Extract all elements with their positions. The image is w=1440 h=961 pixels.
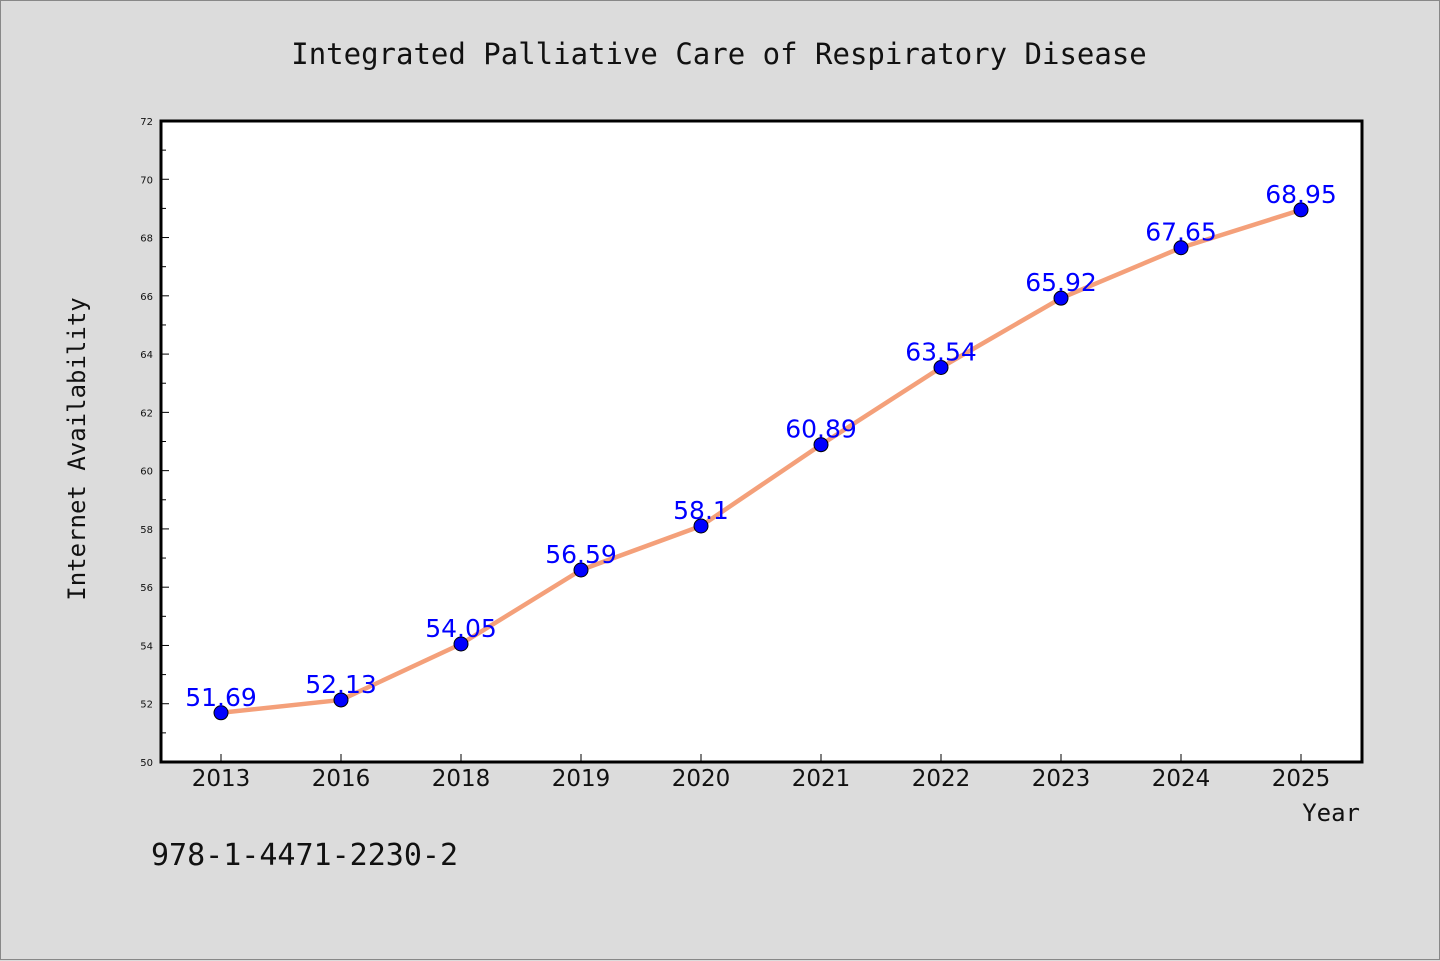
x-tick-label: 2020 [672, 766, 731, 792]
y-tick-label: 68 [140, 234, 153, 245]
x-tick-label: 2022 [912, 766, 971, 792]
y-tick-label: 52 [140, 700, 153, 711]
data-point [573, 562, 589, 578]
data-point [933, 359, 949, 375]
series-line [218, 207, 1304, 716]
y-tick-label: 66 [140, 292, 153, 303]
y-tick-label: 56 [140, 583, 153, 594]
data-label: 65.92 [1025, 268, 1097, 297]
isbn-footer: 978-1-4471-2230-2 [151, 838, 458, 873]
data-label: 54.05 [425, 614, 497, 643]
x-tick-label: 2021 [792, 766, 851, 792]
data-label: 58.1 [673, 496, 729, 525]
data-point [813, 437, 829, 453]
x-tick-label: 2016 [312, 766, 371, 792]
data-point [453, 636, 469, 652]
y-tick-label: 58 [140, 525, 153, 536]
y-tick-label: 54 [140, 641, 153, 652]
data-label: 52.13 [305, 670, 377, 699]
x-axis-title: Year [1302, 799, 1360, 827]
x-tick-label: 2019 [552, 766, 611, 792]
x-tick-label: 2013 [192, 766, 251, 792]
plot-area [159, 119, 1364, 764]
data-point [1173, 240, 1189, 256]
y-axis-title: Internet Availability [63, 297, 91, 600]
x-axis: 2013 2016 2018 2019 2020 2021 2022 2023 2024 2025 [192, 754, 1331, 792]
data-label: 60.89 [785, 415, 857, 444]
series-group: 51.69 52.13 54.05 56.59 58.1 60.89 63.54 65.92 6… [185, 180, 1337, 721]
data-point [693, 518, 709, 534]
y-tick-label: 60 [140, 467, 153, 478]
y-tick-label: 62 [140, 408, 153, 419]
data-point [1053, 290, 1069, 306]
y-tick-label: 64 [140, 350, 153, 361]
data-point [1293, 202, 1309, 218]
chart-title: Integrated Palliative Care of Respirator… [291, 37, 1147, 71]
y-tick-label: 72 [140, 117, 153, 128]
data-label: 63.54 [905, 337, 977, 366]
y-tick-label: 50 [140, 758, 153, 769]
x-tick-label: 2024 [1152, 766, 1211, 792]
data-label: 68.95 [1265, 180, 1337, 209]
data-point [213, 705, 229, 721]
x-tick-label: 2018 [432, 766, 491, 792]
y-axis: 50 52 54 56 58 60 62 64 66 68 70 72 [140, 117, 169, 769]
data-point [333, 692, 349, 708]
y-tick-label: 70 [140, 175, 153, 186]
data-label: 56.59 [545, 540, 617, 569]
x-tick-label: 2025 [1272, 766, 1331, 792]
data-label: 51.69 [185, 683, 257, 712]
x-tick-label: 2023 [1032, 766, 1091, 792]
data-label: 67.65 [1145, 218, 1217, 247]
